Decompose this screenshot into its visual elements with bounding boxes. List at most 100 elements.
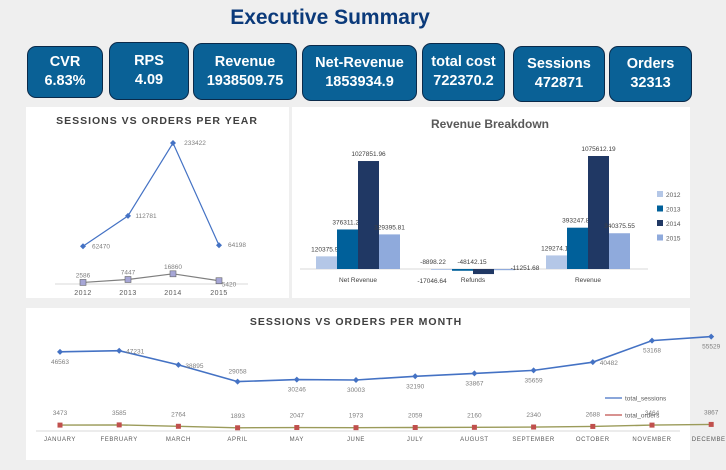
kpi-card-total-cost: total cost 722370.2 — [422, 43, 505, 101]
x-tick-label: FEBRUARY — [101, 437, 138, 443]
data-label: 30003 — [347, 387, 365, 394]
legend-swatch-2013 — [657, 205, 663, 212]
page-title: Executive Summary — [230, 6, 430, 29]
data-point — [293, 376, 300, 383]
data-label: 3473 — [53, 410, 68, 417]
data-label: 2586 — [76, 272, 91, 279]
kpi-value: 1938509.75 — [206, 72, 284, 89]
bar-2014 — [588, 155, 609, 269]
legend-swatch-2012 — [657, 191, 663, 197]
yearly-chart-panel — [26, 107, 289, 298]
series-line-1 — [82, 273, 220, 284]
kpi-card-revenue: Revenue 1938509.75 — [193, 43, 297, 100]
data-label: 2764 — [171, 411, 186, 418]
data-point — [216, 242, 222, 249]
x-tick-label: SEPTEMBER — [512, 437, 554, 443]
kpi-label: Revenue — [214, 53, 276, 70]
kpi-card-cvr: CVR 6.83% — [27, 46, 103, 98]
bar-2012 — [431, 269, 452, 270]
legend-swatch-2014 — [657, 220, 663, 226]
data-label: -17046.64 — [417, 278, 447, 285]
kpi-label: Orders — [626, 56, 675, 72]
x-tick-label: AUGUST — [460, 437, 489, 443]
data-point — [175, 423, 181, 429]
bar-2014 — [473, 269, 494, 275]
x-tick-label: 2013 — [119, 290, 137, 297]
bar-2012 — [546, 255, 567, 269]
kpi-value: 4.09 — [134, 72, 164, 88]
kpi-value: 6.83% — [44, 73, 86, 89]
kpi-card-sessions: Sessions 472871 — [513, 46, 605, 102]
data-point — [57, 348, 63, 355]
chart-title: SESSIONS VS ORDERS PER MONTH — [250, 316, 462, 328]
data-point — [235, 425, 241, 431]
data-label: -8898.22 — [420, 259, 446, 266]
kpi-label: RPS — [134, 53, 164, 69]
x-tick-label: 2014 — [164, 290, 182, 297]
data-label: 2047 — [290, 413, 305, 420]
x-tick-label: OCTOBER — [576, 437, 610, 443]
data-point — [530, 367, 537, 374]
legend-label: 2012 — [666, 192, 681, 199]
data-label: -11251.68 — [511, 265, 540, 272]
data-label: 129274.14 — [541, 245, 572, 252]
data-label: 53168 — [643, 348, 661, 355]
x-tick-label: JULY — [407, 437, 424, 443]
kpi-label: Sessions — [527, 56, 591, 72]
data-point — [125, 212, 131, 219]
kpi-label: CVR — [49, 54, 81, 70]
kpi-card-rps: RPS 4.09 — [109, 42, 189, 100]
data-point — [531, 424, 537, 430]
data-label: 7447 — [121, 270, 136, 277]
data-label: 2059 — [408, 412, 423, 419]
bar-2013 — [452, 269, 473, 271]
x-tick-label: 2012 — [74, 290, 92, 297]
bar-2013 — [337, 229, 358, 269]
x-tick-label: NOVEMBER — [632, 437, 671, 443]
kpi-label: Net-Revenue — [315, 55, 404, 71]
data-label: 30246 — [288, 387, 306, 394]
data-point — [649, 337, 655, 344]
data-point — [589, 359, 596, 366]
data-label: 1075612.19 — [581, 146, 616, 153]
data-point — [124, 276, 132, 283]
data-point — [412, 424, 418, 430]
series-line-0 — [82, 141, 220, 247]
series-line-total_orders — [59, 423, 712, 429]
data-point — [708, 421, 714, 427]
data-label: 5420 — [222, 282, 237, 289]
data-point — [169, 270, 177, 278]
data-point — [57, 422, 63, 428]
legend-swatch-2015 — [657, 234, 663, 241]
data-label: 33867 — [465, 380, 483, 387]
data-label: 16860 — [164, 264, 182, 271]
data-point — [294, 425, 300, 431]
data-point — [234, 378, 241, 385]
data-label: 35659 — [525, 377, 543, 384]
data-point — [116, 422, 122, 428]
data-label: 40482 — [600, 360, 618, 367]
data-label: 1973 — [349, 413, 364, 420]
data-label: 3585 — [112, 410, 127, 417]
data-label: 2688 — [586, 411, 601, 418]
data-point — [79, 279, 87, 286]
data-label: 3464 — [645, 410, 660, 417]
data-point — [353, 425, 359, 431]
data-label: 62470 — [92, 243, 110, 250]
monthly-chart-panel — [26, 308, 690, 460]
bar-2015 — [379, 234, 400, 269]
data-label: 376311.21 — [332, 219, 363, 226]
data-label: 47231 — [126, 349, 144, 356]
data-point — [170, 140, 176, 146]
data-point — [649, 422, 655, 428]
data-label: 1893 — [230, 413, 245, 420]
x-tick-label: MARCH — [166, 437, 191, 443]
kpi-value: 1853934.9 — [325, 74, 394, 90]
data-label: 1027851.96 — [351, 151, 386, 158]
legend-label: 2013 — [666, 207, 681, 214]
x-tick-label: Revenue — [575, 277, 601, 284]
data-label: -48142.15 — [457, 259, 487, 266]
x-tick-label: APRIL — [227, 437, 247, 443]
data-label: 340375.55 — [604, 223, 635, 230]
